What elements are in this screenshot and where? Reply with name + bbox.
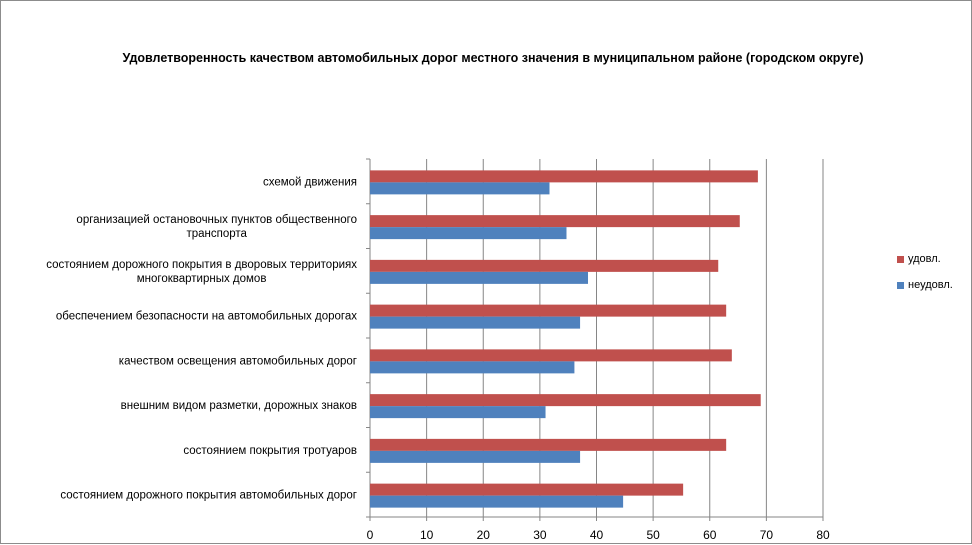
bar-satisfied [370, 438, 727, 451]
category-label: качеством освещения автомобильных дорог [119, 355, 357, 367]
bar-satisfied [370, 394, 761, 407]
bar-satisfied [370, 215, 740, 228]
legend-item: неудовл. [897, 279, 972, 293]
bar-satisfied [370, 483, 684, 496]
x-tick-label: 50 [646, 528, 660, 542]
legend-label: неудовл. [908, 279, 953, 291]
bar-unsatisfied [370, 271, 589, 284]
category-label: многоквартирных домов [137, 273, 267, 285]
category-label: обеспечением безопасности на автомобильн… [56, 311, 357, 323]
bar-unsatisfied [370, 227, 567, 240]
x-tick-label: 60 [703, 528, 717, 542]
category-label: состоянием покрытия тротуаров [183, 445, 357, 457]
x-tick-label: 20 [477, 528, 491, 542]
x-tick-label: 80 [816, 528, 830, 542]
category-label: состоянием дорожного покрытия в дворовых… [46, 259, 357, 271]
x-tick-label: 0 [367, 528, 374, 542]
x-tick-label: 40 [590, 528, 604, 542]
x-tick-label: 10 [420, 528, 434, 542]
legend-swatch [897, 256, 904, 263]
bar-satisfied [370, 259, 719, 272]
category-label: транспорта [186, 228, 247, 240]
x-tick-label: 30 [533, 528, 547, 542]
legend-swatch [897, 282, 904, 289]
category-label: состоянием дорожного покрытия автомобиль… [60, 490, 357, 502]
legend-label: удовл. [908, 253, 941, 265]
bar-unsatisfied [370, 495, 624, 508]
category-label: организацией остановочных пунктов общест… [76, 214, 357, 226]
bar-unsatisfied [370, 450, 581, 463]
bar-satisfied [370, 349, 732, 362]
bar-satisfied [370, 170, 758, 183]
chart-title: Удовлетворенность качеством автомобильны… [122, 51, 864, 65]
bar-unsatisfied [370, 182, 550, 195]
category-label: схемой движения [263, 176, 357, 188]
bar-unsatisfied [370, 406, 546, 419]
bar-satisfied [370, 304, 727, 317]
bar-unsatisfied [370, 316, 581, 329]
legend-item: удовл. [897, 253, 972, 267]
x-tick-label: 70 [760, 528, 774, 542]
bar-unsatisfied [370, 361, 575, 374]
category-label: внешним видом разметки, дорожных знаков [121, 400, 357, 412]
